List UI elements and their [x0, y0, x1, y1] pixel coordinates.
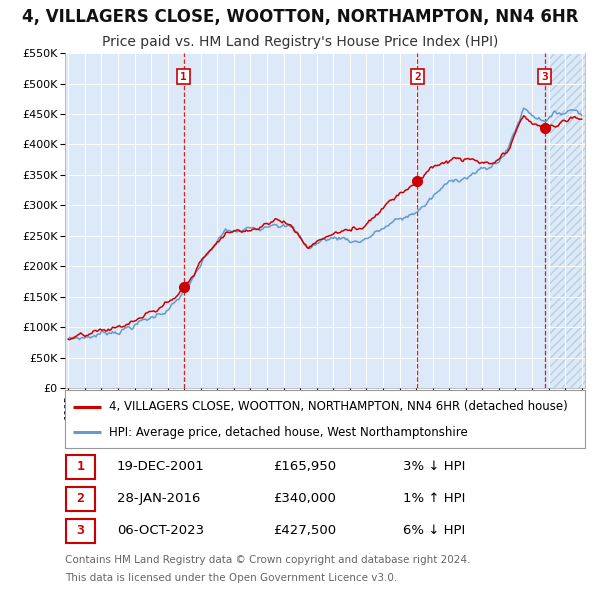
Text: 2: 2	[76, 492, 85, 505]
Text: 4, VILLAGERS CLOSE, WOOTTON, NORTHAMPTON, NN4 6HR (detached house): 4, VILLAGERS CLOSE, WOOTTON, NORTHAMPTON…	[109, 400, 568, 413]
Text: 6% ↓ HPI: 6% ↓ HPI	[403, 525, 465, 537]
Text: 28-JAN-2016: 28-JAN-2016	[117, 492, 200, 505]
Text: HPI: Average price, detached house, West Northamptonshire: HPI: Average price, detached house, West…	[109, 425, 468, 439]
Text: 1: 1	[180, 71, 187, 81]
Text: 3% ↓ HPI: 3% ↓ HPI	[403, 460, 466, 473]
Text: Contains HM Land Registry data © Crown copyright and database right 2024.: Contains HM Land Registry data © Crown c…	[65, 555, 470, 565]
Text: 1% ↑ HPI: 1% ↑ HPI	[403, 492, 466, 505]
FancyBboxPatch shape	[66, 519, 95, 543]
FancyBboxPatch shape	[66, 487, 95, 511]
Text: £165,950: £165,950	[273, 460, 336, 473]
Text: 06-OCT-2023: 06-OCT-2023	[117, 525, 204, 537]
Bar	[548, 53, 600, 388]
FancyBboxPatch shape	[66, 455, 95, 478]
Text: Price paid vs. HM Land Registry's House Price Index (HPI): Price paid vs. HM Land Registry's House …	[102, 35, 498, 49]
Text: 2: 2	[414, 71, 421, 81]
Text: 19-DEC-2001: 19-DEC-2001	[117, 460, 205, 473]
Text: £340,000: £340,000	[273, 492, 336, 505]
Text: 4, VILLAGERS CLOSE, WOOTTON, NORTHAMPTON, NN4 6HR: 4, VILLAGERS CLOSE, WOOTTON, NORTHAMPTON…	[22, 8, 578, 27]
Text: 3: 3	[541, 71, 548, 81]
Text: This data is licensed under the Open Government Licence v3.0.: This data is licensed under the Open Gov…	[65, 573, 397, 583]
Text: 3: 3	[76, 525, 85, 537]
Text: 1: 1	[76, 460, 85, 473]
Text: £427,500: £427,500	[273, 525, 336, 537]
